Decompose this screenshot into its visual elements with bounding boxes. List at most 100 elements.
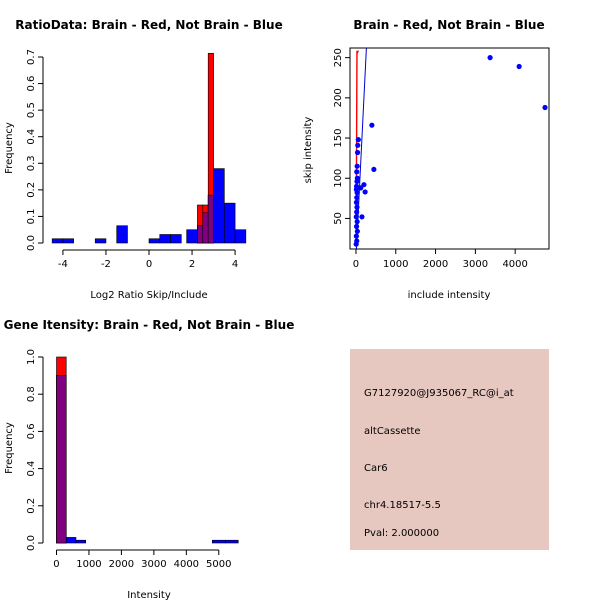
scatter-point [354, 228, 360, 234]
ratio-blue-bar [62, 238, 74, 244]
ratio-y-tick-label: 0.1 [26, 208, 37, 224]
scatter-point [353, 241, 359, 247]
scatter-point [354, 194, 360, 201]
ratio-y-tick-label: 0.3 [26, 155, 37, 171]
scatter-point [354, 219, 360, 225]
scatter-x-tick-label: 0 [353, 259, 359, 270]
gene-name: Car6 [364, 463, 388, 474]
scatter-point [355, 142, 361, 148]
scatter-point [487, 55, 493, 61]
pval: Pval: 2.000000 [364, 528, 439, 539]
intensity-histogram-xlabel: Intensity [127, 590, 171, 600]
intensity-blue-bar [65, 537, 77, 544]
scatter-point [353, 214, 359, 220]
scatter-point [353, 223, 360, 230]
ratio-blue-bar [170, 234, 182, 244]
ratio-blue-bar [116, 225, 128, 244]
scatter-xlabel: include intensity [408, 290, 491, 301]
ratio-y-tick-label: 0.0 [26, 235, 37, 251]
scatter-point [359, 214, 365, 220]
scatter-point [516, 63, 522, 70]
scatter-point [354, 163, 360, 169]
scatter-point [354, 169, 360, 175]
scatter-x-tick-label: 1000 [383, 259, 408, 270]
scatter-point [354, 204, 360, 210]
scatter-x-tick-label: 4000 [502, 259, 527, 270]
ratio-blue-bar [186, 229, 198, 244]
intensity-y-tick-label: 1.0 [26, 349, 37, 365]
intensity-y-tick-label: 0.0 [26, 535, 37, 551]
ratio-y-tick-label: 0.4 [26, 129, 37, 145]
info-panel-background [350, 349, 549, 550]
ratio-histogram-xlabel: Log2 Ratio Skip/Include [90, 290, 207, 301]
intensity-overlap-bar [56, 375, 67, 544]
scatter-x-tick-label: 2000 [423, 259, 448, 270]
scatter-point [354, 209, 360, 215]
ratio-x-tick-label: -4 [58, 259, 68, 270]
intensity-histogram: Gene Itensity: Brain - Red, Not Brain - … [4, 318, 295, 600]
intensity-y-tick-label: 0.6 [26, 423, 37, 439]
ratio-histogram: RatioData: Brain - Red, Not Brain - Blue… [4, 18, 283, 301]
chromosome-location: chr4.18517-5.5 [364, 500, 441, 511]
ratio-blue-bar [234, 229, 247, 244]
intensity-histogram-title: Gene Itensity: Brain - Red, Not Brain - … [4, 318, 295, 332]
ratio-blue-bar [159, 234, 171, 244]
scatter-point [362, 189, 368, 195]
intensity-x-tick-label: 2000 [109, 559, 134, 570]
intensity-blue-bar [75, 539, 87, 544]
scatter-plot-area [353, 48, 548, 249]
ratio-y-tick-label: 0.5 [26, 102, 37, 118]
intensity-histogram-ylabel: Frequency [4, 422, 15, 474]
brain-trace-line [355, 50, 360, 243]
ratio-x-tick-label: -2 [101, 259, 111, 270]
intensity-x-tick-label: 0 [53, 559, 59, 570]
probe-id: G7127920@J935067_RC@i_at [364, 388, 514, 399]
ratio-blue-bar [94, 238, 107, 244]
ratio-blue-bar [148, 238, 161, 244]
scatter-frame [349, 47, 550, 250]
ratio-histogram-title: RatioData: Brain - Red, Not Brain - Blue [15, 18, 282, 32]
intensity-blue-bar [224, 539, 239, 544]
scatter-title: Brain - Red, Not Brain - Blue [353, 18, 544, 32]
ratio-x-tick-label: 2 [189, 259, 195, 270]
intensity-blue-bar [211, 539, 226, 544]
ratio-overlap-bar [197, 225, 204, 244]
ratio-y-tick-label: 0.2 [26, 182, 37, 198]
scatter-ylabel: skip intensity [303, 117, 314, 184]
intensity-x-tick-label: 1000 [76, 559, 101, 570]
scatter-point [361, 182, 367, 188]
ratio-x-tick-label: 4 [232, 259, 238, 270]
scatter-y-tick-label: 150 [333, 129, 344, 148]
ratio-blue-bar [224, 202, 236, 244]
scatter-y-tick-label: 50 [333, 212, 344, 225]
ratio-overlap-bar [207, 194, 214, 244]
scatter-point [371, 166, 377, 173]
scatter-point [369, 122, 375, 128]
scatter-point [354, 149, 361, 156]
diagonal-line [355, 48, 367, 249]
ratio-y-tick-label: 0.7 [26, 49, 37, 65]
info-panel: G7127920@J935067_RC@i_at altCassette Car… [350, 349, 549, 550]
intensity-scatter: Brain - Red, Not Brain - Blue 0 1000 2000 3… [303, 18, 550, 301]
intensity-y-tick-label: 0.2 [26, 498, 37, 514]
ratio-y-tick-label: 0.6 [26, 76, 37, 92]
scatter-point [354, 178, 360, 185]
scatter-y-tick-label: 100 [333, 169, 344, 188]
scatter-point [542, 104, 548, 111]
scatter-point [354, 190, 360, 196]
ratio-blue-bar [213, 168, 225, 244]
scatter-point [358, 185, 364, 191]
scatter-y-tick-label: 200 [333, 88, 344, 107]
ratio-overlap-bar [202, 212, 209, 244]
intensity-x-tick-label: 4000 [174, 559, 199, 570]
ratio-blue-bar [51, 238, 64, 244]
scatter-y-tick-label: 250 [333, 48, 344, 67]
scatter-x-tick-label: 3000 [463, 259, 488, 270]
scatter-point [353, 199, 360, 205]
intensity-y-tick-label: 0.4 [26, 461, 37, 477]
intensity-y-tick-label: 0.8 [26, 386, 37, 402]
ratio-x-tick-label: 0 [146, 259, 152, 270]
scatter-point [355, 137, 361, 143]
event-type: altCassette [364, 426, 421, 437]
